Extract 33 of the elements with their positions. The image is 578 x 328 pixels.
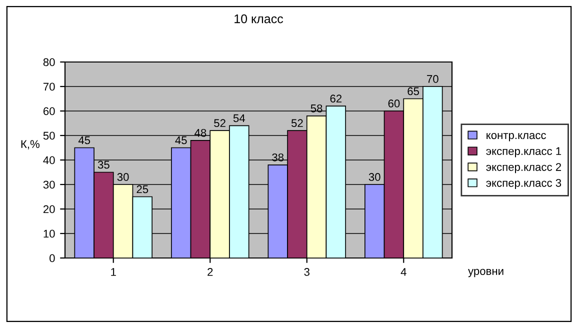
data-label: 30: [368, 173, 380, 181]
y-tick-label: 10: [44, 230, 55, 238]
legend-label: экспер.класс 2: [486, 163, 562, 174]
data-label: 35: [98, 160, 110, 169]
legend-label: контр.класс: [486, 133, 546, 142]
x-tick-label: 2: [208, 268, 213, 276]
data-label: 25: [136, 185, 148, 194]
chart-title: 10 класс: [234, 14, 284, 24]
y-tick-label: 30: [43, 180, 55, 189]
data-label: 65: [408, 87, 420, 96]
y-tick-label: 20: [43, 205, 55, 214]
x-tick-label: 1: [111, 268, 116, 276]
y-tick-label: 50: [43, 132, 55, 140]
x-axis-title: уровни: [468, 268, 504, 278]
data-label: 45: [175, 136, 187, 144]
data-label: 54: [233, 114, 246, 122]
data-label: 52: [291, 119, 303, 128]
y-tick-label: 40: [43, 156, 55, 164]
legend-label: экспер.класс 1: [486, 147, 562, 158]
data-label: 70: [427, 75, 438, 83]
data-label: 30: [117, 173, 129, 181]
x-tick-label: 4: [400, 268, 406, 276]
y-tick-label: 0: [50, 254, 55, 262]
y-axis-title: К,%: [21, 140, 40, 150]
x-tick-label: 3: [304, 268, 310, 276]
data-label: 62: [330, 94, 342, 103]
y-tick-label: 60: [43, 107, 55, 116]
y-tick-label: 70: [43, 82, 55, 91]
data-label: 45: [78, 136, 90, 144]
data-label: 60: [388, 100, 400, 108]
data-label: 52: [214, 119, 226, 128]
y-tick-label: 80: [43, 58, 55, 66]
legend-label: экспер.класс 3: [486, 178, 562, 190]
